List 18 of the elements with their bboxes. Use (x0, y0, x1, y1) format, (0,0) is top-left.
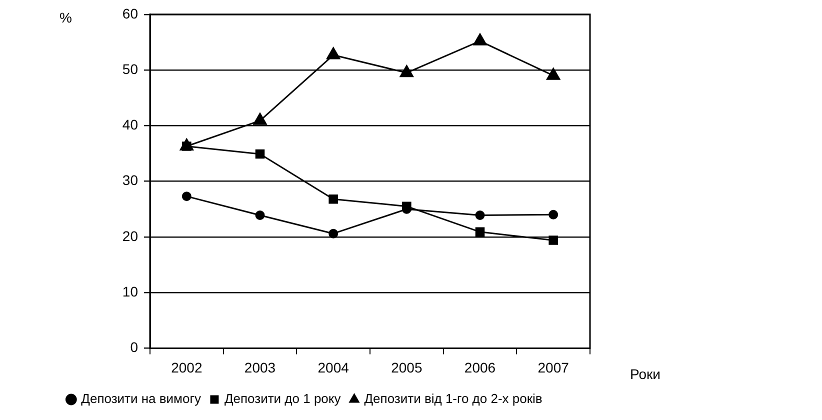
legend-label: Депозити на вимогу (81, 391, 202, 406)
y-axis-title: % (60, 9, 72, 26)
y-tick-label: 20 (122, 228, 138, 244)
x-tick-label: 2003 (244, 359, 276, 376)
y-tick-label: 0 (130, 339, 138, 356)
y-tick-label: 30 (122, 172, 138, 188)
legend-label: Депозити від 1-го до 2-х років (364, 391, 542, 406)
x-tick-label: 2006 (464, 359, 496, 376)
y-tick-label: 40 (122, 116, 138, 133)
legend-label: Депозити до 1 року (224, 391, 342, 406)
x-axis-title: Роки (630, 366, 660, 382)
x-tick-label: 2005 (391, 359, 422, 376)
y-tick-label: 60 (122, 5, 138, 22)
y-tick-label: 10 (122, 283, 138, 300)
y-tick-label: 50 (122, 60, 138, 77)
x-tick-label: 2007 (538, 359, 570, 376)
x-tick-label: 2002 (171, 359, 202, 376)
x-tick-label: 2004 (318, 359, 350, 376)
